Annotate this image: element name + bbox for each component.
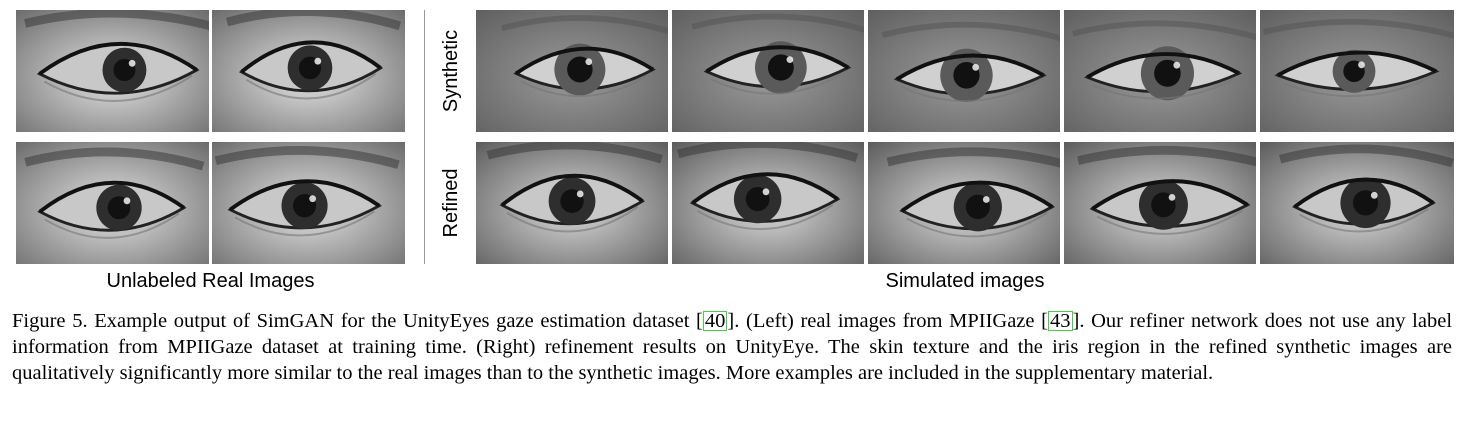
figure-caption: Figure 5. Example output of SimGAN for t…: [12, 308, 1452, 386]
real-eye-image-2: [212, 10, 405, 132]
caption-text-2: ]. (Left) real images from MPIIGaze [: [727, 310, 1048, 332]
real-eye-image-1: [16, 10, 209, 132]
refined-eye-image-4: [1064, 142, 1256, 264]
row-label-refined: Refined: [440, 168, 462, 238]
real-eye-image-4: [212, 142, 405, 264]
refined-eye-image-5: [1260, 142, 1454, 264]
real-eye-image-3: [16, 142, 209, 264]
refined-eye-image-2: [672, 142, 864, 264]
refined-eye-image-1: [476, 142, 668, 264]
synthetic-eye-image-2: [672, 10, 864, 132]
left-group-label: Unlabeled Real Images: [106, 270, 315, 292]
synthetic-eye-image-3: [868, 10, 1060, 132]
refined-eye-image-3: [868, 142, 1060, 264]
right-group-label: Simulated images: [885, 270, 1045, 292]
synthetic-eye-image-4: [1064, 10, 1256, 132]
citation-link-43[interactable]: 43: [1048, 310, 1073, 332]
row-label-synthetic: Synthetic: [440, 29, 462, 113]
synthetic-eye-image-1: [476, 10, 668, 132]
caption-text-1: Figure 5. Example output of SimGAN for t…: [12, 310, 703, 332]
group-divider: [424, 10, 425, 264]
citation-link-40[interactable]: 40: [702, 310, 728, 332]
synthetic-eye-image-5: [1260, 10, 1454, 132]
caption-text-3: ]. Our refiner network does not use any …: [12, 310, 1453, 384]
